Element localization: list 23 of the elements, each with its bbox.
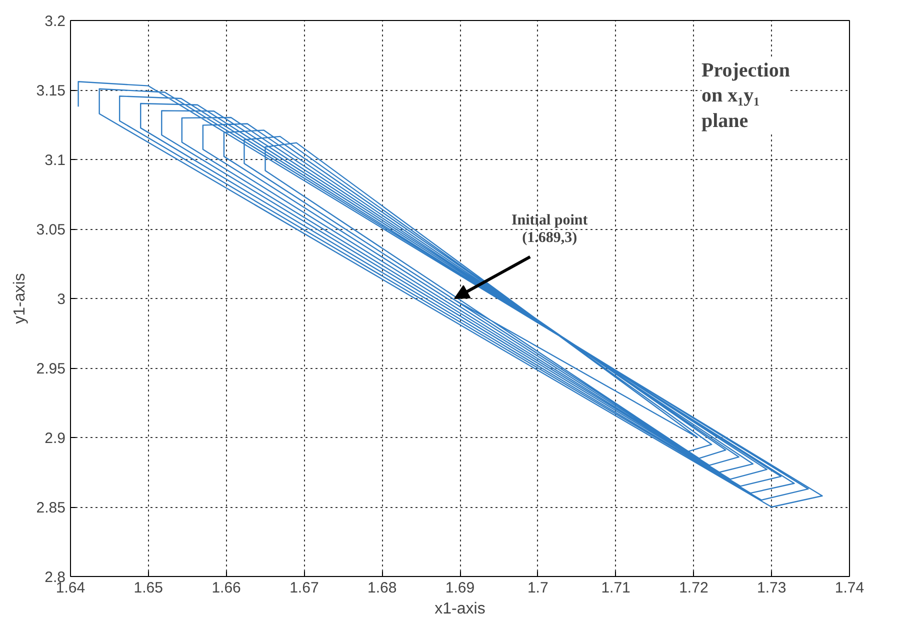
x-tick-label: 1.69 bbox=[445, 580, 475, 596]
x-tick-label: 1.7 bbox=[527, 580, 548, 596]
x-tick-label: 1.68 bbox=[368, 580, 397, 596]
x-tick-label: 1.67 bbox=[290, 580, 319, 596]
y-tick-label: 3.1 bbox=[44, 152, 66, 169]
annotation: Initial point (1.689,3) bbox=[511, 212, 588, 246]
y-tick-label: 2.85 bbox=[36, 500, 66, 516]
y-tick-label: 3.05 bbox=[36, 222, 66, 238]
line-series bbox=[78, 81, 823, 508]
y-tick-label: 2.95 bbox=[36, 360, 66, 378]
y-tick-label: 3.15 bbox=[36, 82, 66, 100]
x-axis-title: x1-axis bbox=[434, 600, 486, 618]
x-tick-label: 1.65 bbox=[134, 580, 164, 596]
annotation: Projection on x₁y₁ plane bbox=[701, 59, 790, 132]
y-tick-label: 3 bbox=[57, 291, 66, 308]
x-tick-label: 1.71 bbox=[601, 580, 630, 596]
x-tick-label: 1.74 bbox=[834, 580, 864, 596]
x-tick-label: 1.73 bbox=[757, 580, 786, 596]
x-tick-label: 1.72 bbox=[679, 580, 708, 596]
y-tick-label: 3.2 bbox=[44, 13, 66, 30]
y-axis-title: y1-axis bbox=[11, 273, 28, 324]
x-tick-label: 1.66 bbox=[212, 580, 241, 596]
y-tick-label: 2.9 bbox=[44, 430, 66, 447]
